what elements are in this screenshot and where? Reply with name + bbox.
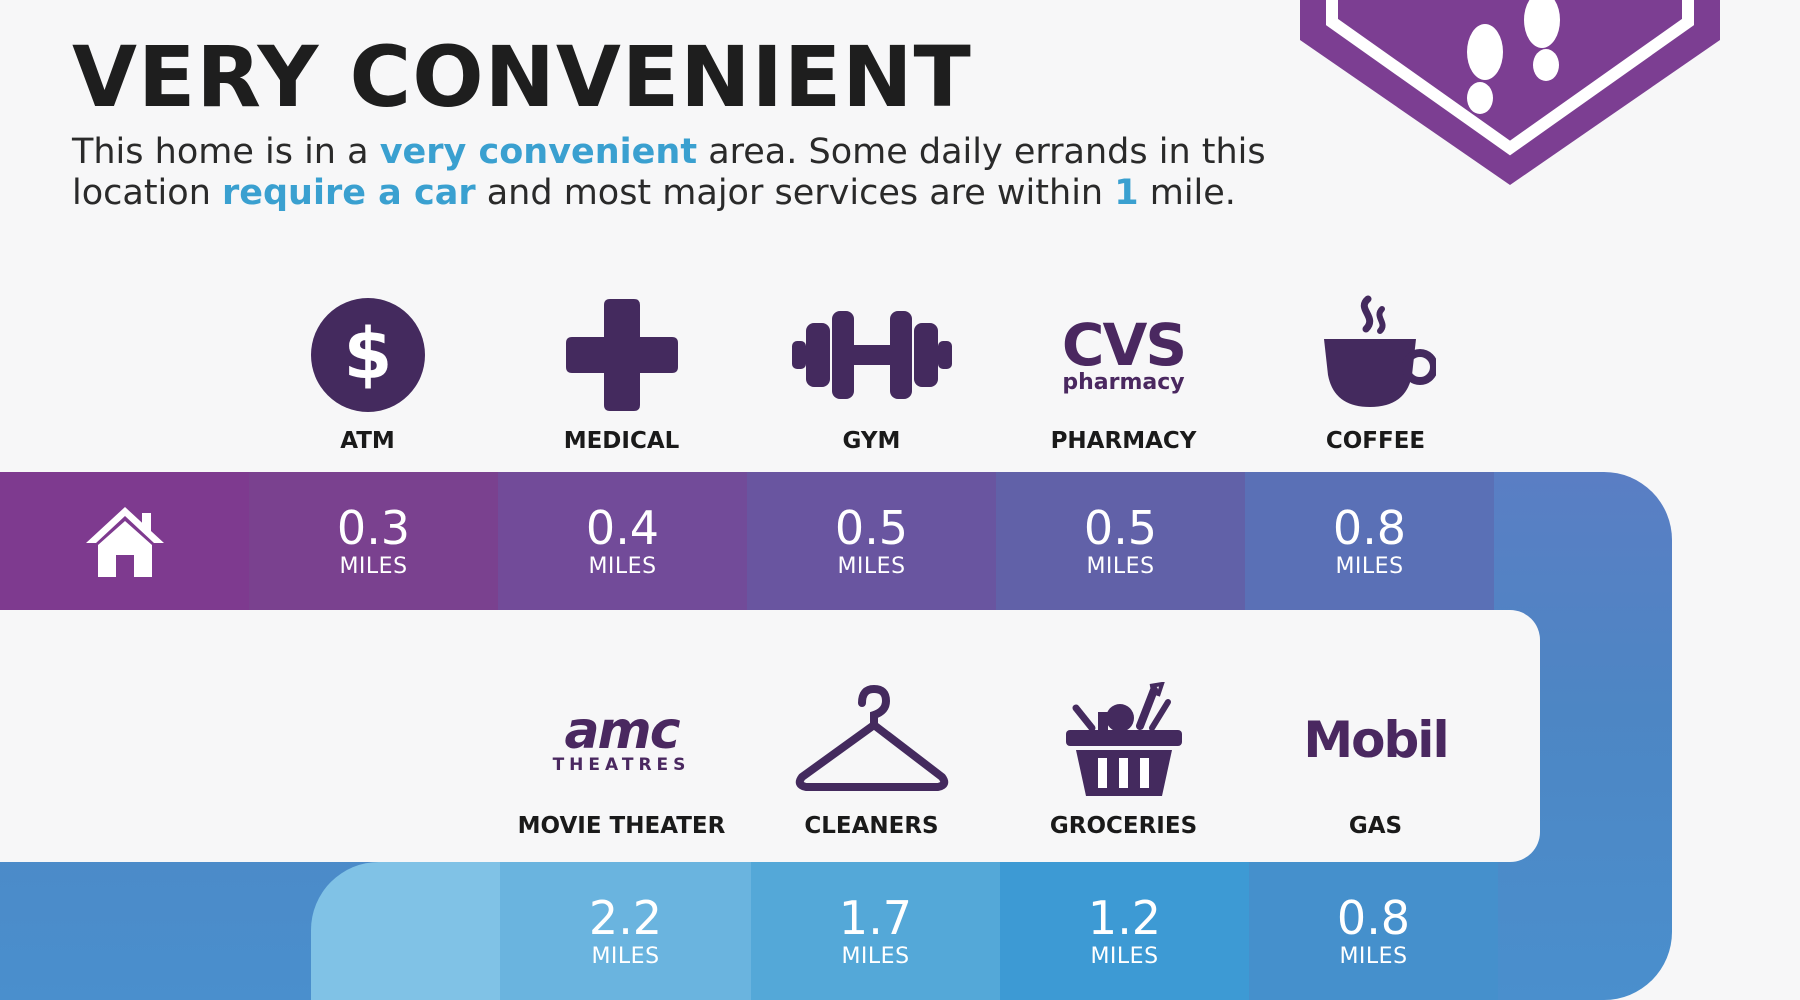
distance-unit: MILES xyxy=(588,554,657,579)
page-title: VERY CONVENIENT xyxy=(72,28,972,126)
atm-distance-cell: 0.3 MILES xyxy=(249,472,498,610)
coffee-distance-cell: 0.8 MILES xyxy=(1245,472,1494,610)
amenity-label: MEDICAL xyxy=(563,428,680,454)
dollar-circle-icon: $ xyxy=(310,298,425,412)
hanger-icon xyxy=(795,685,948,791)
home-cell xyxy=(0,472,249,610)
bottom-distance-band: 2.2 MILES 1.7 MILES 1.2 MILES 0.8 MILES xyxy=(311,862,1498,1000)
pharmacy-distance-cell: 0.5 MILES xyxy=(996,472,1245,610)
distance-unit: MILES xyxy=(841,944,910,969)
amenity-label: GROCERIES xyxy=(1049,813,1198,839)
amenity-label: PHARMACY xyxy=(1050,428,1197,454)
gas-distance-cell: 0.8 MILES xyxy=(1249,862,1498,1000)
distance-value: 1.2 xyxy=(1087,891,1162,945)
amenity-pharmacy: CVS pharmacy PHARMACY xyxy=(998,290,1249,454)
middle-lane xyxy=(0,610,1540,862)
convenience-highlight: very convenient xyxy=(379,132,698,172)
distance-value: 1.7 xyxy=(838,891,913,945)
top-distance-band: 0.3 MILES 0.4 MILES 0.5 MILES 0.5 MILES … xyxy=(0,472,1494,610)
distance-value: 0.5 xyxy=(1083,501,1158,555)
amenity-coffee: COFFEE xyxy=(1250,290,1501,454)
amenity-cleaners: CLEANERS xyxy=(746,675,997,839)
medical-cross-icon xyxy=(565,299,678,411)
distance-unit: MILES xyxy=(837,554,906,579)
amenity-gym: GYM xyxy=(746,290,997,454)
distance-unit: MILES xyxy=(339,554,408,579)
distance-unit: MILES xyxy=(591,944,660,969)
gym-distance-cell: 0.5 MILES xyxy=(747,472,996,610)
distance-value: 0.3 xyxy=(336,501,411,555)
distance-value: 0.4 xyxy=(585,501,660,555)
amenity-label: MOVIE THEATER xyxy=(517,813,726,839)
mobil-logo: Mobil xyxy=(1303,711,1449,769)
cvs-logo: CVS pharmacy xyxy=(1061,311,1187,395)
bottom-band-start xyxy=(311,862,500,1000)
distance-value: 0.5 xyxy=(834,501,909,555)
amenity-label: COFFEE xyxy=(1325,428,1426,454)
movie-theater-distance-cell: 2.2 MILES xyxy=(500,862,751,1000)
home-icon xyxy=(85,507,164,577)
amc-logo: amc THEATRES xyxy=(552,701,691,775)
distance-unit: MILES xyxy=(1335,554,1404,579)
distance-unit: MILES xyxy=(1090,944,1159,969)
distance-value: 0.8 xyxy=(1336,891,1411,945)
dumbbell-icon xyxy=(791,311,952,399)
amenity-label: CLEANERS xyxy=(804,813,939,839)
amenity-atm: $ ATM xyxy=(242,290,493,454)
car-highlight: require a car xyxy=(222,173,476,213)
amenity-groceries: GROCERIES xyxy=(998,675,1249,839)
cleaners-distance-cell: 1.7 MILES xyxy=(751,862,1000,1000)
amenity-label: GYM xyxy=(842,428,901,454)
distance-unit: MILES xyxy=(1086,554,1155,579)
distance-highlight: 1 xyxy=(1114,173,1139,213)
groceries-distance-cell: 1.2 MILES xyxy=(1000,862,1249,1000)
distance-unit: MILES xyxy=(1339,944,1408,969)
svg-text:$: $ xyxy=(343,313,392,395)
summary-text: This home is in a very convenient area. … xyxy=(72,132,1266,213)
distance-value: 2.2 xyxy=(588,891,663,945)
coffee-cup-icon xyxy=(1323,295,1436,407)
medical-distance-cell: 0.4 MILES xyxy=(498,472,747,610)
amenity-movie-theater: amc THEATRES MOVIE THEATER xyxy=(496,675,747,839)
amenity-medical: MEDICAL xyxy=(496,290,747,454)
grocery-basket-icon xyxy=(1065,682,1182,796)
footprints-badge-icon xyxy=(1300,0,1720,185)
amenity-label: GAS xyxy=(1348,813,1403,839)
amenity-label: ATM xyxy=(340,428,395,454)
amenity-gas: Mobil GAS xyxy=(1250,675,1501,839)
distance-value: 0.8 xyxy=(1332,501,1407,555)
